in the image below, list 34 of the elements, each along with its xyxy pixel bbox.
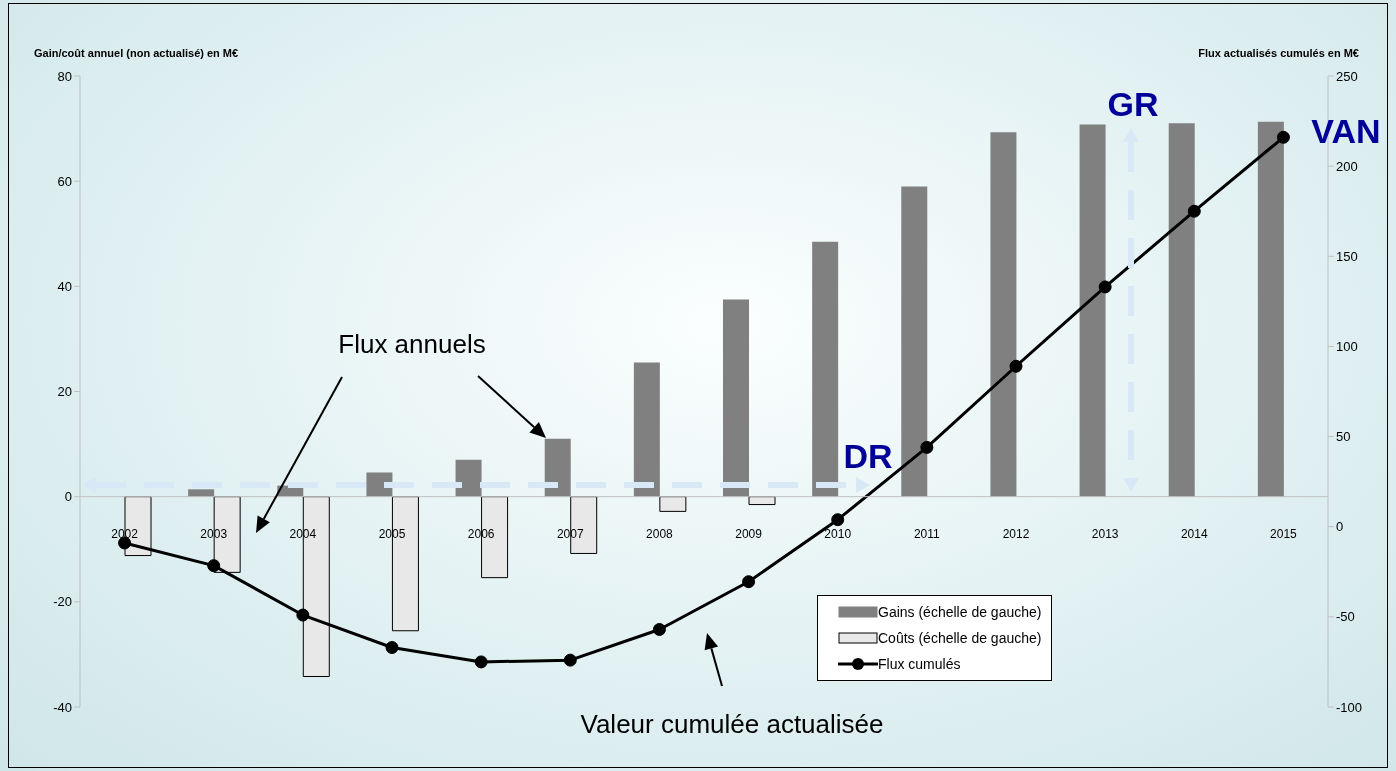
x-tick-label: 2013 — [1091, 526, 1119, 541]
annotation: VAN — [1311, 112, 1381, 150]
y-tick-label: 20 — [57, 384, 72, 400]
y-tick-label: -20 — [53, 594, 72, 610]
x-tick-label: 2010 — [824, 526, 852, 541]
legend-label: Flux cumulés — [878, 656, 961, 672]
x-tick-label: 2015 — [1270, 526, 1298, 541]
y2-tick-label: 250 — [1336, 68, 1358, 84]
legend-label: Coûts (échelle de gauche) — [878, 630, 1042, 646]
annotation: DR — [843, 437, 893, 475]
y2-tick-label: 50 — [1336, 429, 1351, 445]
y2-tick-label: 150 — [1336, 248, 1358, 264]
legend-label: Gains (échelle de gauche) — [878, 604, 1042, 620]
x-tick-label: 2008 — [646, 526, 674, 541]
x-tick-label: 2014 — [1180, 526, 1208, 541]
y-tick-label: 60 — [57, 173, 72, 189]
y2-tick-label: 200 — [1336, 158, 1358, 174]
x-tick-label: 2011 — [913, 526, 941, 541]
y2-tick-label: 0 — [1336, 519, 1344, 535]
y-tick-label: -40 — [53, 699, 72, 715]
x-tick-label: 2002 — [111, 526, 139, 541]
y-tick-label: 0 — [64, 489, 72, 505]
y-tick-label: 80 — [57, 68, 72, 84]
y2-tick-label: -100 — [1336, 699, 1363, 715]
y-axis-title: Gain/coût annuel (non actualisé) en M€ — [34, 47, 239, 59]
annotation: Flux annuels — [338, 329, 486, 359]
y2-axis-title: Flux actualisés cumulés en M€ — [1198, 47, 1359, 59]
y2-tick-label: 100 — [1336, 339, 1358, 355]
y2-tick-label: -50 — [1336, 609, 1355, 625]
x-tick-label: 2009 — [735, 526, 763, 541]
x-tick-label: 2012 — [1002, 526, 1030, 541]
text: Valeur cumulée actualisée — [580, 709, 884, 739]
annotation: GR — [1107, 85, 1159, 123]
y-tick-label: 40 — [57, 278, 72, 294]
